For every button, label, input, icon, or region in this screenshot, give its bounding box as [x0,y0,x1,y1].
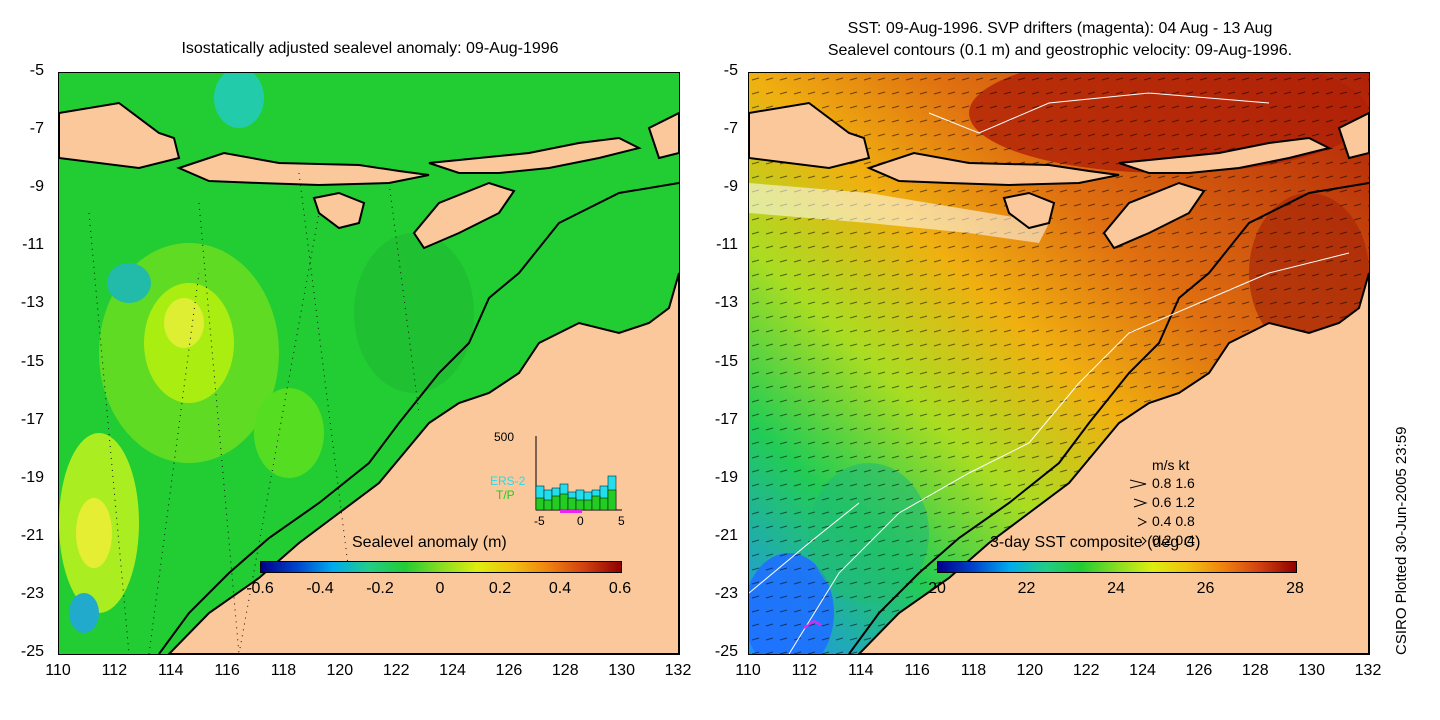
altimeter-histogram [535,436,622,513]
right-cbar-tick-4: 28 [1286,580,1304,597]
left-ytick-5: -15 [20,352,44,370]
left-xtick-3: 116 [214,662,240,679]
left-xtick-0: 110 [45,662,71,679]
right-ytick-3: -11 [716,236,738,254]
left-xtick-7: 124 [439,662,466,679]
right-xtick-6: 122 [1072,662,1100,679]
right-xtick-0: 110 [735,662,761,679]
plot-credit: CSIRO Plotted 30-Jun-2005 23:59 [1393,426,1410,655]
right-map-title-line1: SST: 09-Aug-1996. SVP drifters (magenta)… [847,20,1273,37]
histogram-tp-label: T/P [496,488,515,502]
right-ytick-6: -17 [714,410,738,428]
histogram-xtick-5: 5 [618,514,625,528]
right-xtick-9: 128 [1241,662,1269,679]
right-xtick-4: 118 [960,662,987,679]
sst-map [749,73,1369,654]
left-colorbar [260,561,622,573]
left-ytick-7: -19 [20,468,44,486]
velocity-legend-row-3: 0.2 0.4 [1152,532,1195,548]
left-ytick-6: -17 [20,410,44,428]
left-xtick-5: 120 [326,662,354,679]
left-map-plot [58,72,680,655]
right-xtick-8: 126 [1185,662,1213,679]
right-ytick-8: -21 [714,526,738,544]
left-ytick-4: -13 [20,294,44,312]
right-cbar-tick-0: 20 [928,580,946,597]
left-ytick-1: -7 [29,120,44,138]
histogram-xtick-neg5: -5 [534,514,545,528]
velocity-arrow-2 [1137,517,1148,527]
right-map-title-line2: Sealevel contours (0.1 m) and geostrophi… [827,42,1293,59]
left-colorbar-label: Sealevel anomaly (m) [352,534,507,551]
right-ytick-9: -23 [714,584,738,602]
right-xtick-3: 116 [904,662,930,679]
right-ytick-4: -13 [714,294,738,312]
left-xtick-6: 122 [382,662,410,679]
left-cbar-tick-4: 0.2 [488,580,512,597]
left-ytick-2: -9 [29,178,44,196]
left-xtick-4: 118 [270,662,297,679]
right-cbar-tick-1: 22 [1017,580,1036,597]
right-xtick-7: 124 [1129,662,1156,679]
left-xtick-11: 132 [664,662,692,679]
histogram-max-label: 500 [494,430,515,444]
right-map-plot [748,72,1370,655]
histogram-ers2-label: ERS-2 [490,474,526,488]
left-cbar-tick-6: 0.6 [608,580,632,597]
right-xtick-2: 114 [847,662,874,679]
right-xtick-5: 120 [1016,662,1044,679]
right-ytick-5: -15 [714,352,738,370]
left-ytick-10: -25 [20,643,44,660]
left-xtick-9: 128 [551,662,579,679]
right-colorbar [937,561,1297,573]
left-ytick-9: -23 [20,584,44,602]
sealevel-anomaly-map [59,73,679,654]
velocity-legend-header: m/s kt [1152,457,1190,473]
right-ytick-2: -9 [723,178,738,196]
right-cbar-tick-2: 24 [1107,580,1125,597]
left-ytick-3: -11 [22,236,44,254]
right-ytick-10: -25 [714,643,738,660]
left-xtick-10: 130 [608,662,635,679]
velocity-legend-row-1: 0.6 1.2 [1152,494,1195,510]
right-xtick-1: 112 [791,662,818,679]
left-cbar-tick-2: -0.2 [366,580,394,597]
right-colorbar-label: 3-day SST composite (deg C) [990,534,1201,551]
right-ytick-1: -7 [723,120,738,138]
right-xtick-10: 130 [1298,662,1325,679]
left-cbar-tick-1: -0.4 [306,580,334,597]
velocity-legend-row-2: 0.4 0.8 [1152,513,1195,529]
velocity-legend-row-0: 0.8 1.6 [1152,475,1195,491]
histogram-xtick-0: 0 [577,514,584,528]
left-cbar-tick-0: -0.6 [246,580,274,597]
right-xtick-11: 132 [1354,662,1382,679]
right-ytick-0: -5 [723,62,738,79]
left-map-title: Isostatically adjusted sealevel anomaly:… [181,40,559,57]
right-ytick-7: -19 [714,468,738,486]
left-cbar-tick-5: 0.4 [548,580,572,597]
left-xtick-2: 114 [157,662,184,679]
velocity-arrow-1 [1133,498,1148,508]
left-cbar-tick-3: 0 [435,580,445,597]
velocity-arrow-0 [1129,479,1147,489]
left-ytick-0: -5 [29,62,44,79]
left-xtick-8: 126 [495,662,523,679]
right-cbar-tick-3: 26 [1196,580,1215,597]
left-xtick-1: 112 [101,662,128,679]
left-ytick-8: -21 [20,526,44,544]
velocity-arrow-3 [1141,536,1147,546]
